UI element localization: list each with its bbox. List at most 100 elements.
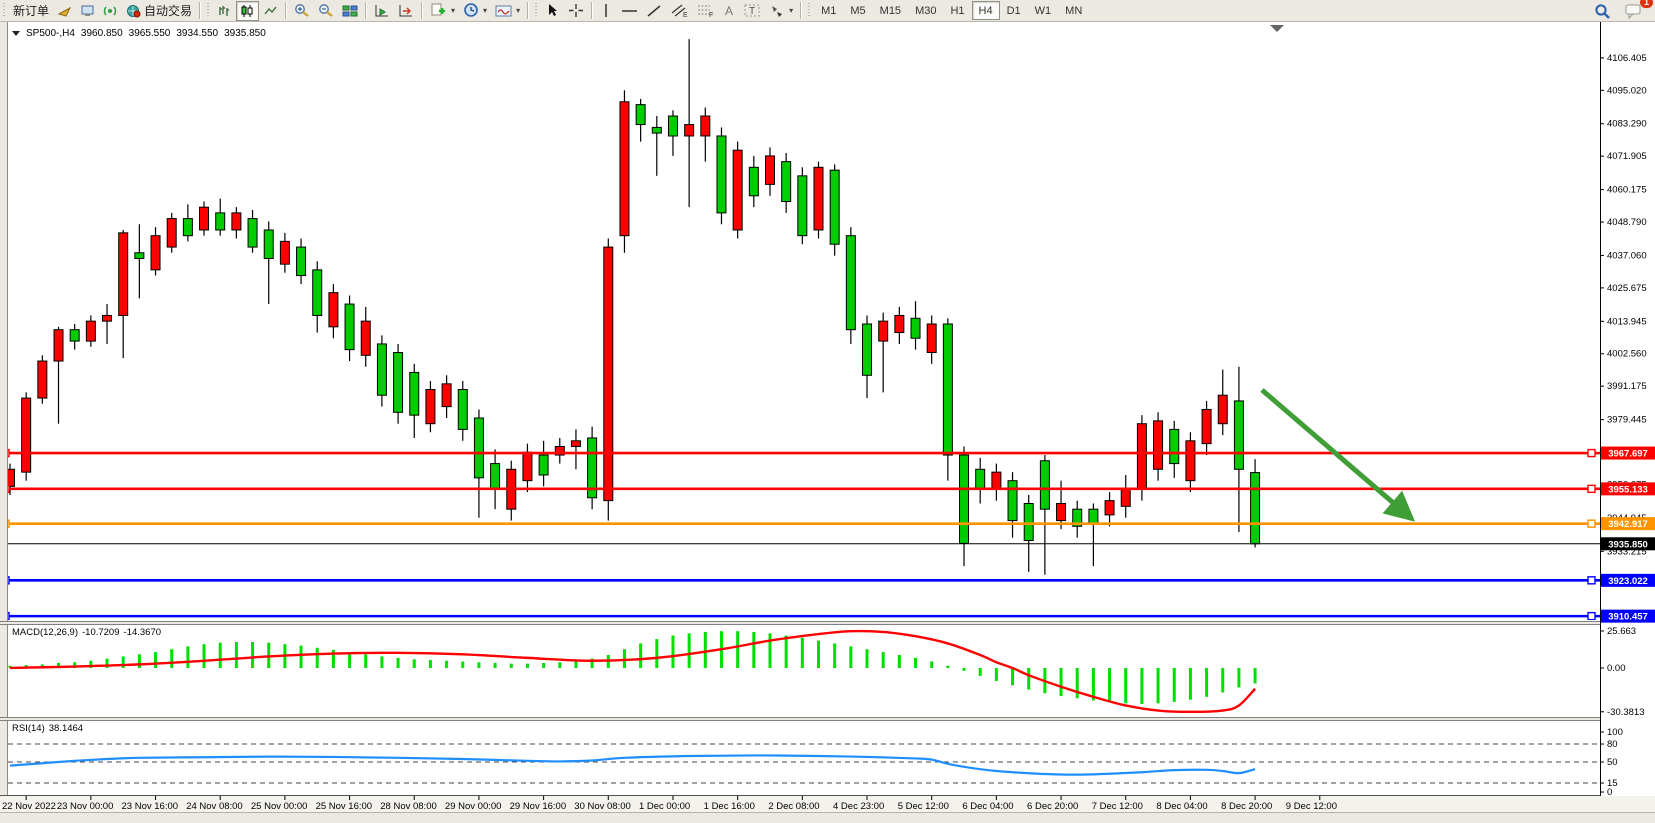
svg-text:F: F — [709, 12, 713, 18]
notification-badge: 1 — [1639, 0, 1653, 8]
timeframe-button-M30[interactable]: M30 — [915, 4, 937, 17]
svg-text:50: 50 — [1607, 757, 1618, 768]
candles — [8, 39, 1261, 575]
text-label-button[interactable]: T — [740, 1, 765, 21]
vertical-line-button[interactable] — [596, 1, 617, 21]
text-button[interactable]: A — [718, 1, 740, 21]
timeframe-button-D1[interactable]: D1 — [1006, 4, 1021, 17]
signal-waves-icon — [103, 6, 117, 15]
chart-candles-button[interactable] — [236, 0, 260, 21]
symbol-menu-caret-icon[interactable] — [12, 31, 20, 36]
horizontal-line-button[interactable] — [617, 1, 642, 21]
time-label: 28 Nov 08:00 — [380, 801, 437, 812]
toolbar-separator — [421, 2, 424, 19]
chart-bars-button[interactable] — [213, 1, 236, 21]
time-label: 6 Dec 04:00 — [962, 801, 1013, 812]
timeframe-button-M15[interactable]: M15 — [879, 4, 902, 17]
new-chart-button[interactable]: ▾ — [426, 1, 459, 21]
toolbar-grip[interactable] — [2, 3, 7, 18]
rsi-value: 38.1464 — [48, 723, 84, 734]
toolbar-grip[interactable] — [807, 3, 813, 18]
svg-text:15: 15 — [1607, 778, 1618, 789]
toolbar-separator — [527, 2, 530, 19]
timeframe-button-H4[interactable]: H4 — [971, 1, 1000, 20]
dropdown-caret-icon: ▾ — [483, 6, 488, 15]
toolbar-grip[interactable] — [534, 3, 540, 18]
svg-text:0.00: 0.00 — [1607, 663, 1626, 674]
chat-bubble-icon — [1625, 4, 1641, 19]
price-label-3910.457: 3910.457 — [1608, 612, 1648, 623]
fibonacci-button[interactable]: F — [692, 1, 718, 21]
time-label: 22 Nov 2022 — [2, 801, 56, 812]
crosshair-button[interactable] — [564, 1, 588, 21]
toolbar-separator — [365, 2, 368, 19]
new-order-button[interactable]: 新订单 — [9, 1, 53, 21]
time-label: 29 Nov 00:00 — [445, 801, 502, 812]
svg-text:4060.175: 4060.175 — [1607, 185, 1647, 196]
price-pane — [8, 39, 1600, 620]
time-label: 6 Dec 20:00 — [1027, 801, 1078, 812]
timeframe-button-M1[interactable]: M1 — [821, 4, 837, 17]
dropdown-caret-icon: ▾ — [789, 6, 794, 15]
timeframe-button-H1[interactable]: H1 — [950, 4, 965, 17]
chart-canvas: 4106.405 4095.020 4083.290 4071.905 4060.175… — [0, 22, 1655, 823]
time-label: 23 Nov 16:00 — [122, 801, 179, 812]
monitor-icon — [81, 5, 94, 16]
signals-icon[interactable] — [99, 1, 122, 21]
text-label-icon: T — [744, 4, 760, 17]
svg-text:25.663: 25.663 — [1607, 626, 1636, 637]
time-label: 8 Dec 04:00 — [1156, 801, 1207, 812]
time-label: 29 Nov 16:00 — [510, 801, 567, 812]
price-label-3967.697: 3967.697 — [1608, 449, 1648, 460]
dropdown-caret-icon: ▾ — [516, 6, 521, 15]
autotrading-button[interactable]: 自动交易 — [122, 1, 196, 21]
cursor-icon — [549, 4, 558, 16]
arrows-button[interactable]: ▾ — [765, 1, 797, 21]
timeframe-button-MN[interactable]: MN — [1065, 4, 1083, 17]
svg-text:E: E — [683, 12, 688, 18]
auto-scroll-button[interactable] — [370, 1, 394, 21]
data-window-icon[interactable] — [76, 1, 99, 21]
macd-signal-line — [9, 629, 1256, 714]
svg-text:4013.945: 4013.945 — [1607, 316, 1647, 327]
equidistant-channel-button[interactable]: E — [666, 1, 692, 21]
rsi-line — [9, 754, 1256, 776]
line-chart-icon — [264, 6, 277, 14]
time-scale[interactable]: 22 Nov 2022 23 Nov 00:00 23 Nov 16:00 24 No… — [2, 796, 1337, 812]
toolbar: 新订单 自动交易 — [0, 0, 1655, 22]
chart-shift-button[interactable] — [394, 1, 418, 21]
ohlc-high: 3965.550 — [128, 28, 171, 39]
down-arrow-annotation[interactable] — [1260, 388, 1416, 522]
price-scale[interactable]: 4106.405 4095.020 4083.290 4071.905 4060.175… — [1600, 22, 1655, 798]
clock-icon — [464, 3, 478, 17]
zoom-in-button[interactable] — [290, 1, 314, 21]
text-icon: A — [725, 4, 733, 18]
periods-button[interactable]: ▾ — [459, 1, 491, 21]
trendline-icon — [647, 4, 661, 17]
chart-line-button[interactable] — [259, 1, 282, 21]
price-label-3955.133: 3955.133 — [1608, 484, 1648, 495]
toolbar-grip[interactable] — [206, 3, 212, 18]
vertical-line-icon — [605, 4, 607, 17]
svg-text:4048.790: 4048.790 — [1607, 217, 1647, 228]
chart-shift-icon — [399, 4, 413, 16]
timeframe-button-W1[interactable]: W1 — [1034, 4, 1052, 17]
cursor-button[interactable] — [541, 1, 564, 21]
trendline-button[interactable] — [642, 1, 666, 21]
indicator-template-icon — [495, 5, 512, 16]
timeframe-button-M5[interactable]: M5 — [850, 4, 866, 17]
svg-text:T: T — [749, 6, 755, 17]
time-label: 9 Dec 12:00 — [1286, 801, 1337, 812]
zoom-out-button[interactable] — [314, 1, 338, 21]
toolbar-separator — [800, 2, 803, 19]
macd-name: MACD(12,26,9) — [12, 627, 78, 638]
market-watch-icon[interactable] — [53, 1, 76, 21]
tile-windows-button[interactable] — [338, 1, 362, 21]
svg-text:3991.175: 3991.175 — [1607, 381, 1647, 392]
svg-text:4037.060: 4037.060 — [1607, 250, 1647, 261]
templates-button[interactable]: ▾ — [491, 1, 524, 21]
svg-text:4095.020: 4095.020 — [1607, 85, 1647, 96]
notifications-button[interactable]: 1 — [1621, 0, 1653, 21]
search-button[interactable] — [1590, 1, 1615, 21]
